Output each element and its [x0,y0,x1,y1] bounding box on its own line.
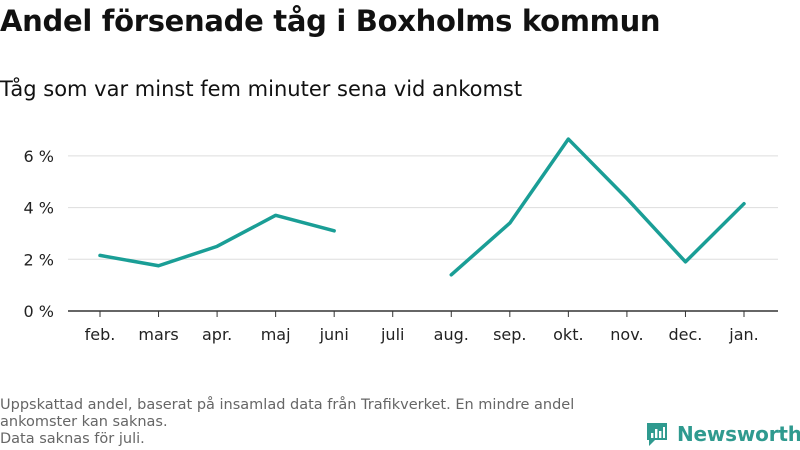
y-tick-label: 6 % [24,147,54,166]
x-tick-label: okt. [553,325,583,344]
x-tick-label: nov. [610,325,643,344]
x-axis: feb. mars apr. maj juni juli aug. sep. okt. nov. d… [68,310,778,344]
y-tick-label: 4 % [24,199,54,218]
newsworthy-logo-icon [647,423,667,446]
x-tick-label: apr. [202,325,232,344]
x-tick-label: sep. [493,325,526,344]
x-tick-label: maj [261,325,291,344]
footnote-line-1: Uppskattad andel, baserat på insamlad da… [0,397,575,413]
y-tick-label: 2 % [24,250,54,269]
chart-title: Andel försenade tåg i Boxholms kommun [0,4,661,38]
x-tick-label: juli [380,325,404,344]
footnote: Uppskattad andel, baserat på insamlad da… [0,397,630,448]
series-line [98,213,336,268]
series-lines [98,137,746,277]
series-line [449,137,746,277]
x-tick-label: mars [138,325,178,344]
x-tick-label: dec. [669,325,703,344]
x-tick-label: jan. [728,325,758,344]
x-tick-label: feb. [85,325,116,344]
y-axis-ticks: 0 % 2 % 4 % 6 % [24,147,54,321]
chart-subtitle: Tåg som var minst fem minuter sena vid a… [0,77,523,101]
footnote-line-3: Data saknas för juli. [0,431,145,447]
footnote-line-2: ankomster kan saknas. [0,414,168,430]
x-tick-label: aug. [434,325,469,344]
gridlines [68,155,778,260]
brand-name: Newsworthy [677,422,800,446]
brand-logo: Newsworthy [645,420,800,448]
y-tick-label: 0 % [24,302,54,321]
x-tick-label: juni [319,325,349,344]
